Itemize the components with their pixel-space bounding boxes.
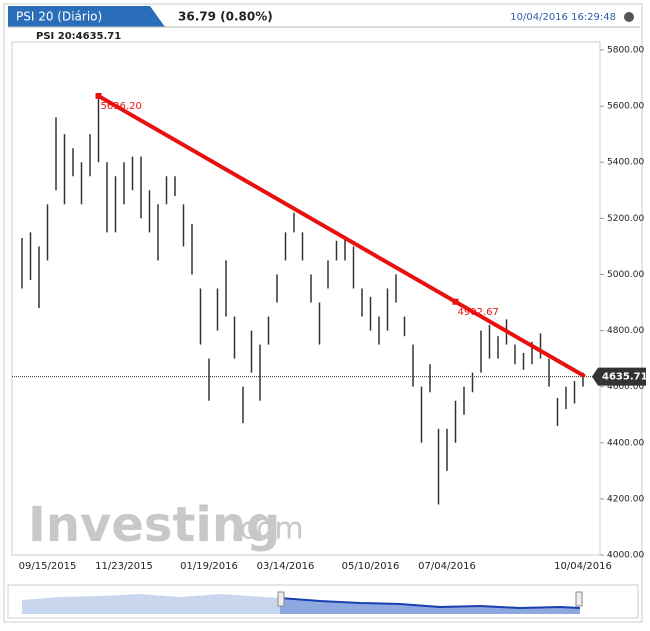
trendline [97,94,586,378]
trendline-anchor [95,92,102,99]
navigator-line [279,597,581,610]
y-tick-label: 5600.00 [607,102,644,112]
frame [3,3,643,623]
trendline-anchor [452,298,459,305]
change: 36.79 (0.80%) [178,10,273,24]
x-tick-label: 09/15/2015 [19,561,77,572]
watermark-suffix: .com [230,512,304,547]
x-tick-label: 03/14/2016 [257,561,315,572]
last-price-label: 4635.71 [602,372,648,383]
x-tick-label: 11/23/2015 [95,561,153,572]
y-tick-label: 4800.00 [607,326,644,336]
y-tick-label: 4200.00 [607,494,644,504]
x-tick-label: 05/10/2016 [342,561,400,572]
plot-area [11,41,601,556]
navigator-handle[interactable] [575,591,583,607]
x-tick-label: 10/04/2016 [554,561,612,572]
y-tick-label: 5000.00 [607,270,644,280]
y-tick-label: 5400.00 [607,158,644,168]
watermark-brand: Investing [28,497,280,553]
navigator-handle[interactable] [277,591,285,607]
settings-icon[interactable] [624,12,634,22]
last-price-box [592,367,646,386]
y-tick-label: 5200.00 [607,214,644,224]
trendline-label: 4902.67 [458,307,499,318]
y-tick-label: 4600.00 [607,382,644,392]
title-tab [8,6,165,27]
y-tick-label: 4000.00 [607,551,644,561]
navigator-area-selected [280,598,580,614]
y-tick-label: 4400.00 [607,438,644,448]
legend: PSI 20:4635.71 [36,31,121,42]
y-tick-label: 5800.00 [607,46,644,56]
title: PSI 20 (Diário) [16,10,102,24]
trendline-label: 5636.20 [101,101,142,112]
x-tick-label: 01/19/2016 [180,561,238,572]
navigator-area [22,594,280,614]
timestamp: 10/04/2016 16:29:48 [510,12,616,23]
x-tick-label: 07/04/2016 [418,561,476,572]
